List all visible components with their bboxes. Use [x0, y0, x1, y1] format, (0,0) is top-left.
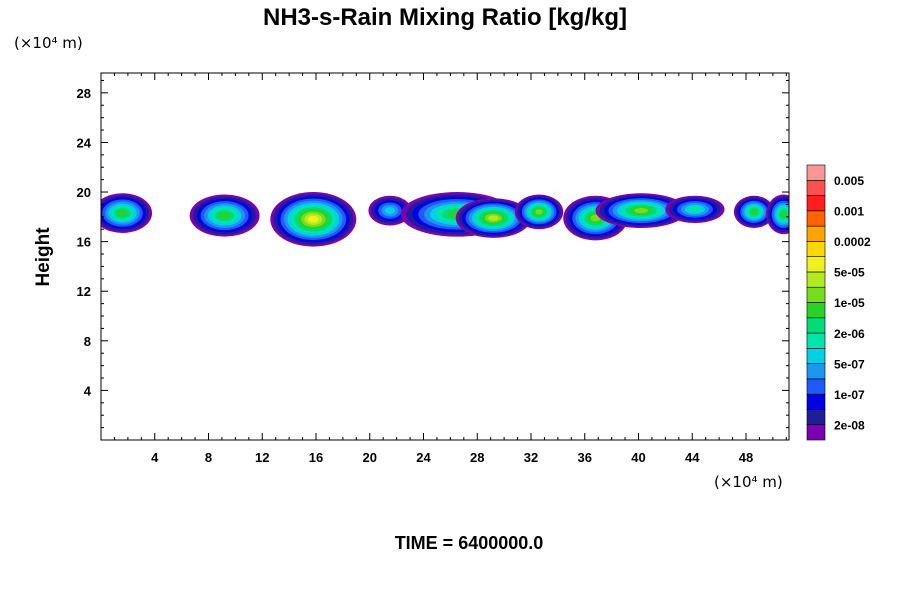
colorbar-swatches: [806, 164, 826, 441]
colorbar-label: 0.005: [834, 174, 864, 188]
colorbar-swatch: [806, 210, 826, 227]
x-tick-label: 20: [363, 450, 377, 465]
plot-frame: [100, 72, 790, 441]
cloud-contour: [590, 214, 601, 222]
colorbar-swatch: [806, 241, 826, 257]
colorbar-label: 2e-08: [834, 418, 865, 432]
y-axis-unit: (×10⁴ m): [14, 34, 83, 52]
colorbar-label: 5e-05: [834, 266, 865, 280]
cloud-contour: [218, 212, 231, 220]
colorbar-labels: 0.005 0.001 0.0002 5e-05 1e-05 2e-06 5e-07 1e-0…: [834, 174, 871, 432]
cloud-blob: [595, 193, 687, 228]
cloud-contour: [488, 215, 499, 221]
colorbar-label: 2e-06: [834, 327, 865, 341]
y-tick-label: 12: [77, 284, 91, 299]
x-tick-label: 4: [151, 450, 159, 465]
colorbar-swatch: [806, 179, 826, 196]
cloud-group: [101, 192, 789, 247]
colorbar-label: 0.0002: [834, 235, 871, 249]
colorbar-swatch: [806, 378, 826, 395]
cloud-contour: [634, 208, 649, 214]
colorbar-swatch: [806, 225, 826, 242]
colorbar-label: 1e-07: [834, 388, 865, 402]
y-tick-label: 24: [77, 135, 92, 150]
y-tick-label: 28: [77, 86, 91, 101]
x-tick-label: 40: [631, 450, 645, 465]
plot-background: [101, 73, 789, 440]
colorbar-swatch: [806, 271, 826, 288]
cloud-blob: [101, 193, 153, 233]
y-tick-label: 16: [77, 235, 91, 250]
colorbar-label: 5e-07: [834, 357, 865, 371]
y-axis-label: Height: [33, 227, 54, 287]
x-tick-label: 32: [524, 450, 538, 465]
colorbar: 0.005 0.001 0.0002 5e-05 1e-05 2e-06 5e-07 1e-0…: [806, 164, 871, 441]
colorbar-label: 0.001: [834, 205, 864, 219]
cloud-layer: [101, 192, 789, 247]
y-tick-label: 4: [84, 383, 92, 398]
x-tick-label: 12: [255, 450, 269, 465]
colorbar-swatch: [806, 302, 826, 319]
cloud-blob: [766, 194, 789, 235]
x-axis-unit: (×10⁴ m): [714, 473, 783, 491]
colorbar-swatch: [806, 286, 826, 303]
colorbar-swatch: [806, 164, 826, 181]
x-tick-label: 24: [416, 450, 431, 465]
x-tick-label: 16: [309, 450, 323, 465]
colorbar-swatch: [806, 363, 826, 380]
colorbar-swatch: [806, 317, 826, 334]
cloud-blob: [665, 195, 725, 224]
cloud-blob: [455, 198, 531, 238]
chart-title: NH3-s-Rain Mixing Ratio [kg/kg]: [263, 4, 627, 31]
cloud-contour: [750, 209, 758, 215]
colorbar-swatch: [806, 332, 826, 349]
colorbar-swatch: [806, 195, 826, 212]
x-tick-label: 48: [739, 450, 753, 465]
colorbar-label: 1e-05: [834, 296, 865, 310]
y-tick-label: 8: [84, 334, 91, 349]
cloud-contour: [688, 206, 702, 213]
x-tick-label: 36: [578, 450, 592, 465]
cloud-contour: [384, 207, 396, 215]
colorbar-swatch: [806, 409, 826, 426]
colorbar-swatch: [806, 393, 826, 410]
colorbar-swatch: [806, 424, 826, 441]
colorbar-swatch: [806, 348, 826, 364]
cloud-contour: [307, 215, 319, 223]
cloud-contour: [117, 209, 128, 217]
cloud-blob: [270, 192, 357, 247]
x-tick-label: 28: [470, 450, 484, 465]
cloud-contour: [535, 209, 543, 215]
x-tick-label: 8: [205, 450, 212, 465]
x-axis-ticks: 4 8 12 16 20 24 28 32 36 40 44 48: [113, 73, 787, 465]
x-tick-label: 44: [685, 450, 700, 465]
cloud-blob: [733, 195, 775, 228]
cloud-blob: [514, 194, 564, 230]
cloud-contour: [780, 211, 787, 218]
y-axis-ticks: 4 8 12 16 20 24 28: [77, 79, 789, 429]
time-label: TIME = 6400000.0: [395, 533, 544, 553]
colorbar-swatch: [806, 256, 826, 273]
cloud-blob: [189, 194, 260, 237]
cloud-blob: [368, 195, 412, 226]
y-tick-label: 20: [77, 185, 91, 200]
